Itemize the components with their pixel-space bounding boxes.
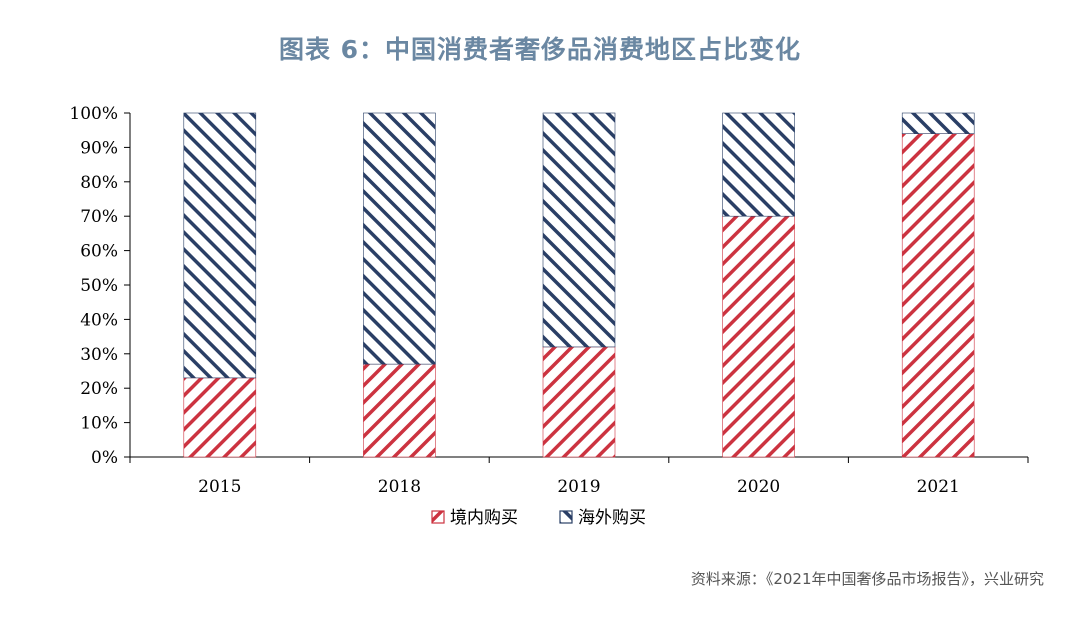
legend-swatch-domestic xyxy=(431,510,445,524)
x-tick-label: 2015 xyxy=(198,477,241,497)
bar-overseas xyxy=(722,112,795,217)
y-tick-label: 80% xyxy=(80,173,118,193)
chart-title: 图表 6：中国消费者奢侈品消费地区占比变化 xyxy=(278,35,802,64)
bar-domestic xyxy=(183,377,257,458)
bar-overseas xyxy=(183,112,257,379)
y-tick-label: 0% xyxy=(91,448,118,468)
x-tick-label: 2021 xyxy=(917,477,960,497)
bar-overseas xyxy=(363,112,436,365)
source-note: 资料来源：《2021年中国奢侈品市场报告》，兴业研究 xyxy=(690,570,1044,588)
y-tick-label: 60% xyxy=(80,242,118,262)
bar-domestic xyxy=(542,346,616,458)
x-tick-label: 2018 xyxy=(378,477,421,497)
bar-chart: 0% 10% 20% 30% 40% 50% 60% 70% 80% 90% 100% 2015 201… xyxy=(69,104,1029,528)
bar-overseas xyxy=(901,112,975,134)
y-tick-label: 20% xyxy=(80,379,118,399)
y-tick-label: 40% xyxy=(80,310,118,330)
y-tick-label: 50% xyxy=(80,276,118,296)
legend-label-overseas: 海外购买 xyxy=(578,508,646,528)
legend-swatch-overseas xyxy=(559,510,573,524)
bar-overseas xyxy=(542,112,616,348)
legend-label-domestic: 境内购买 xyxy=(450,508,518,528)
y-tick-label: 70% xyxy=(80,207,118,227)
bar-domestic xyxy=(722,215,795,458)
y-tick-label: 10% xyxy=(80,414,118,434)
plot-area: 0% 10% 20% 30% 40% 50% 60% 70% 80% 90% 100% 2015 201… xyxy=(69,104,1029,528)
y-tick-label: 90% xyxy=(80,138,118,158)
bar-domestic xyxy=(901,133,975,458)
y-tick-label: 30% xyxy=(80,345,118,365)
x-tick-label: 2019 xyxy=(557,477,600,497)
bar-domestic xyxy=(363,363,436,458)
y-tick-label: 100% xyxy=(69,104,118,124)
x-tick-label: 2020 xyxy=(737,477,780,497)
